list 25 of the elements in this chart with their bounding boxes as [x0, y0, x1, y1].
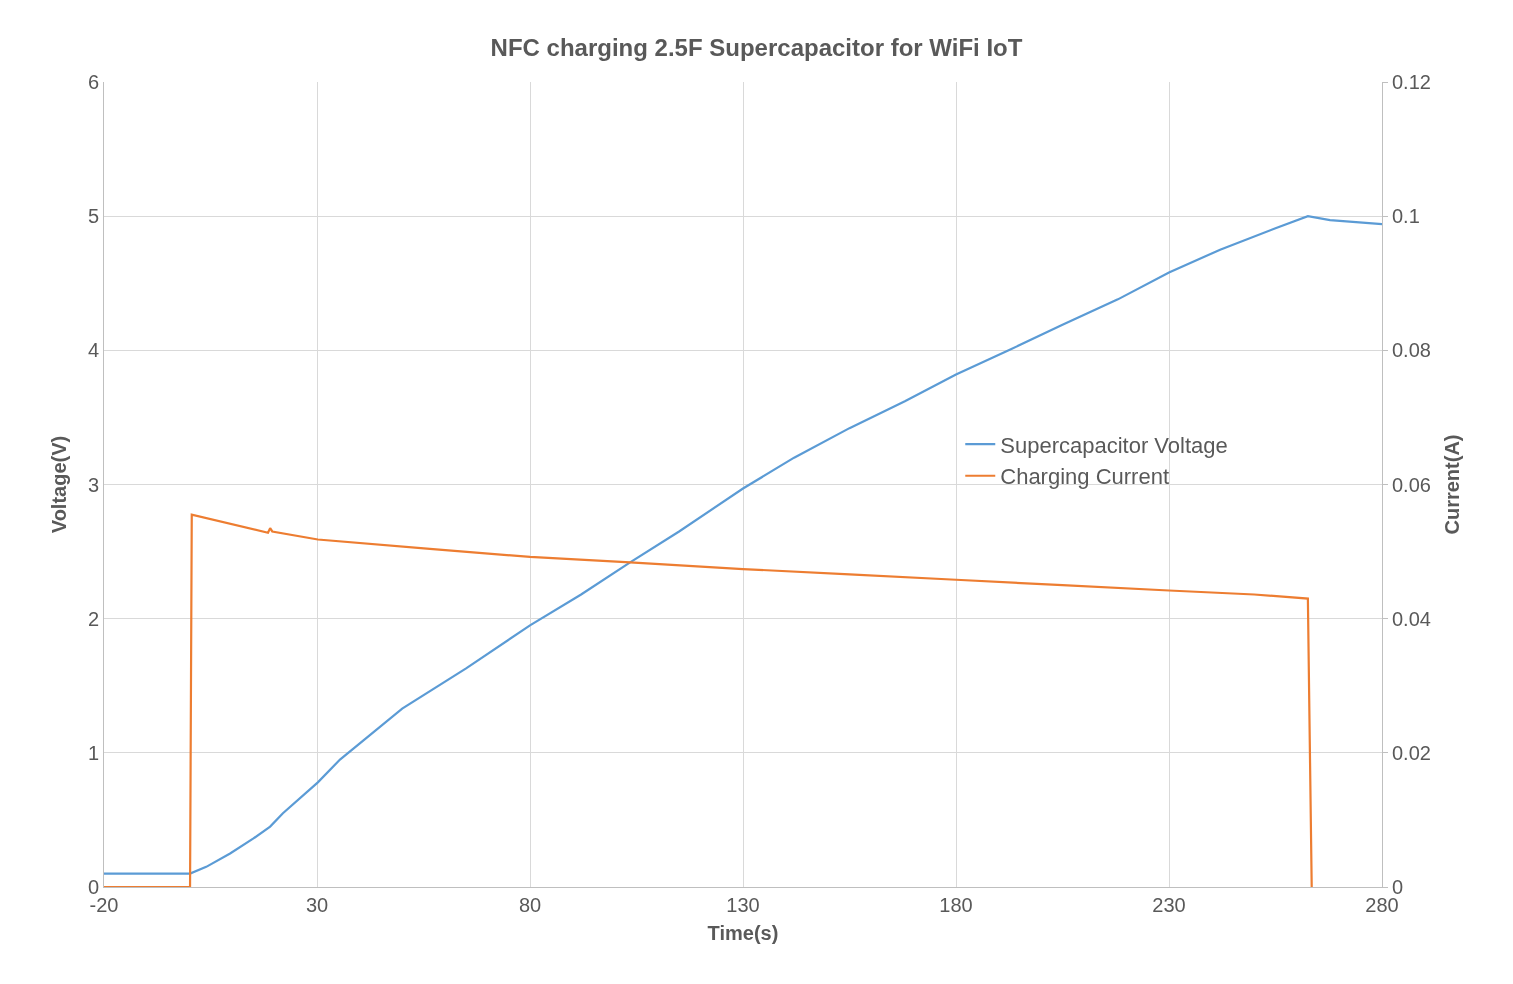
y-tick-label: 6 [87, 71, 99, 93]
chart-title: NFC charging 2.5F Supercapacitor for WiFi IoT [490, 34, 1023, 62]
y-tick-label: 3 [87, 473, 99, 496]
x-tick-label: 80 [518, 894, 542, 916]
y2-axis-title: Current(A) [1441, 434, 1464, 535]
legend-label: Supercapacitor Voltage [1000, 432, 1228, 458]
x-tick-label: 180 [939, 894, 973, 916]
y-tick-label: 4 [87, 339, 99, 362]
y2-tick-label: 0.08 [1392, 339, 1431, 362]
y-tick-label: 1 [87, 741, 99, 764]
y2-tick-label: 0.1 [1392, 205, 1420, 228]
y2-tick-label: 0.02 [1392, 741, 1431, 764]
y-tick-label: 2 [87, 607, 99, 630]
line-series [104, 215, 1382, 875]
y-tick-label: 5 [87, 205, 99, 228]
y2-tick-label: 0.04 [1392, 607, 1431, 630]
x-tick-label: 30 [305, 894, 329, 916]
x-tick-label: 230 [1152, 894, 1186, 916]
y-axis-title: Voltage(V) [48, 435, 71, 534]
line-series [104, 513, 1313, 887]
legend-label: Charging Current [1000, 464, 1170, 490]
x-axis-title: Time(s) [707, 921, 779, 944]
y2-tick-label: 0.12 [1392, 71, 1431, 93]
y2-tick-label: 0.06 [1392, 473, 1431, 496]
x-tick-label: 130 [726, 894, 760, 916]
